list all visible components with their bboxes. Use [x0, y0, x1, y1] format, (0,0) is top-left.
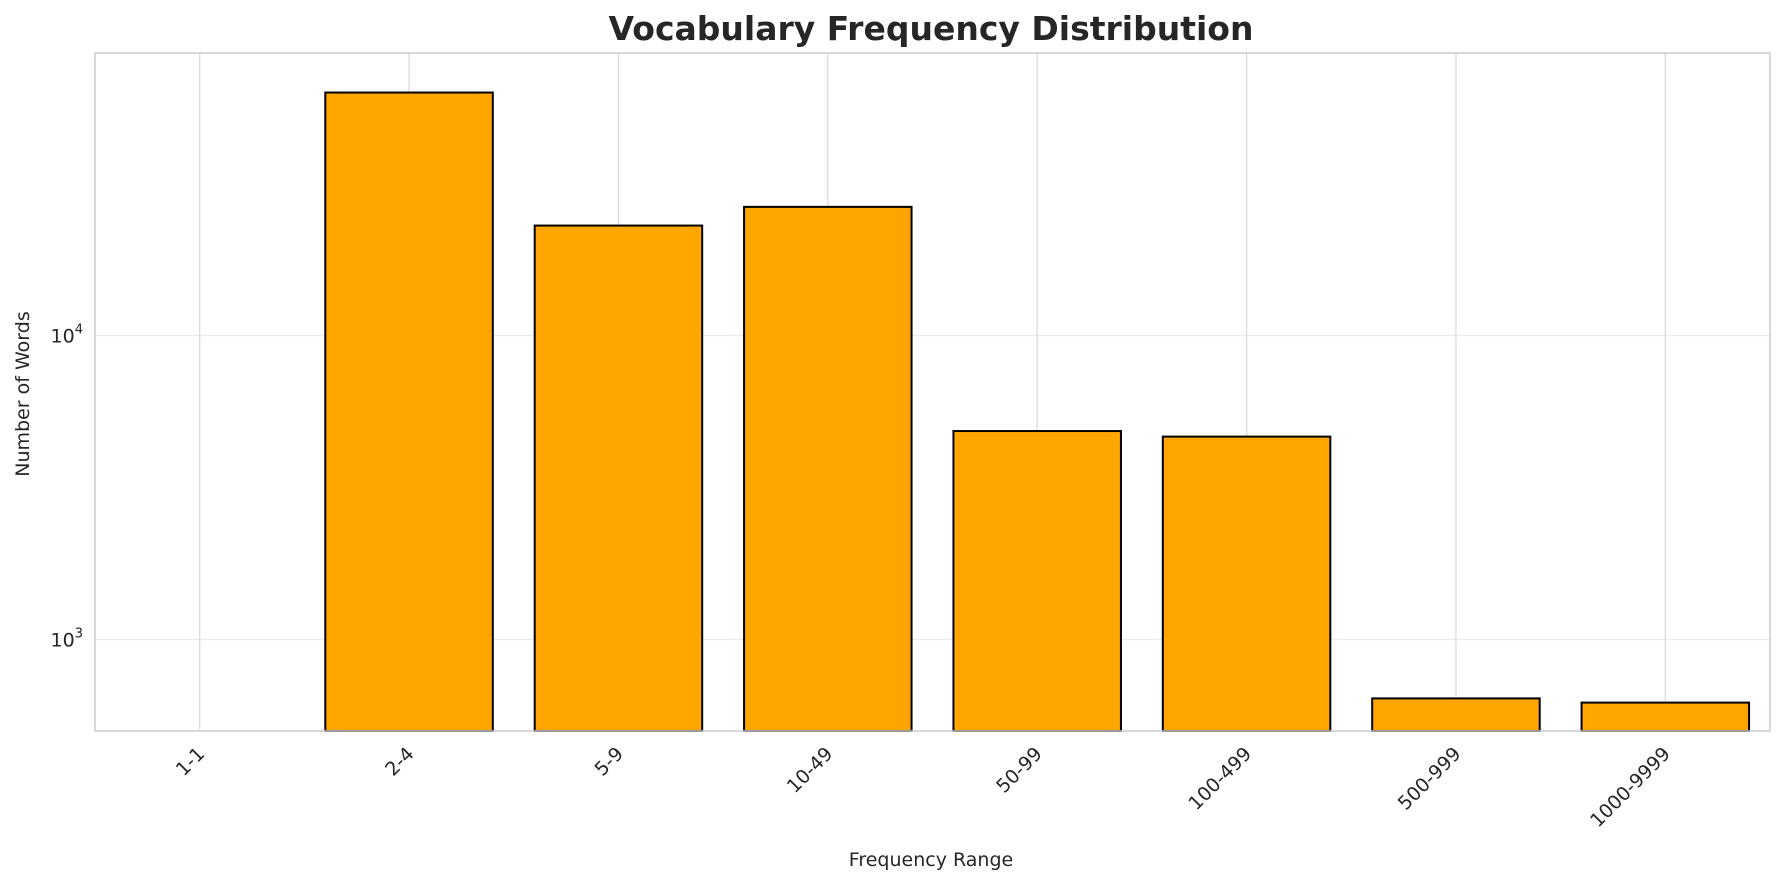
bar-5-9 — [533, 224, 704, 732]
y-tick-label: 104 — [51, 323, 83, 348]
chart-title: Vocabulary Frequency Distribution — [609, 9, 1254, 48]
y-axis-label: Number of Words — [12, 311, 34, 476]
y-tick-base: 10 — [51, 326, 75, 348]
bar-500-999 — [1371, 697, 1541, 733]
bar-10-49 — [743, 205, 913, 733]
x-axis-label: Frequency Range — [849, 849, 1013, 871]
bar-2-4 — [324, 91, 494, 733]
y-tick-label: 103 — [51, 626, 83, 651]
bars — [324, 91, 1751, 733]
y-tick-base: 10 — [51, 629, 75, 651]
y-tick-exponent: 4 — [75, 323, 83, 338]
bar-1000-9999 — [1580, 701, 1751, 732]
plot-frame — [94, 52, 1771, 732]
y-tick-exponent: 3 — [75, 626, 83, 641]
bar-100-499 — [1161, 435, 1332, 732]
bar-50-99 — [952, 430, 1122, 732]
